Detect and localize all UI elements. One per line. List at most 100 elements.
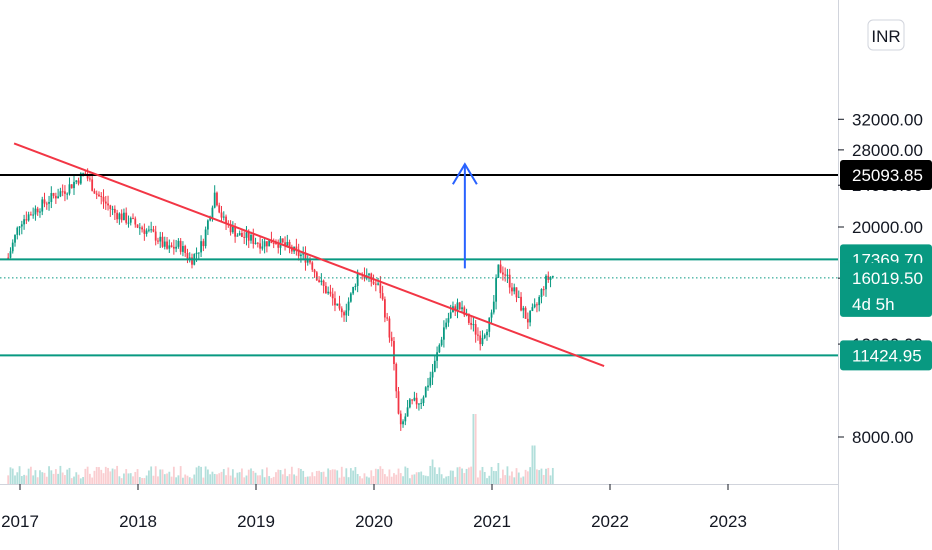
volume-bar: [120, 478, 123, 484]
candle-body: [59, 191, 62, 197]
volume-bar: [338, 477, 341, 484]
currency-badge-box[interactable]: [867, 19, 905, 51]
candle-body: [252, 234, 255, 244]
y-tick-label: 8000.00: [852, 428, 913, 447]
volume-bar: [495, 471, 497, 484]
candle-body: [447, 318, 450, 323]
price-tag: [840, 160, 932, 191]
candle-body: [454, 306, 457, 311]
candle-body: [234, 226, 237, 237]
candle-body: [27, 214, 30, 221]
candle-body: [411, 399, 414, 401]
candle-body: [551, 275, 554, 278]
volume-bar: [143, 478, 146, 484]
volume-bar: [79, 478, 82, 484]
volume-bar: [43, 472, 46, 484]
trendline[interactable]: [13, 142, 605, 368]
candle-body: [150, 229, 153, 231]
volume-bar: [82, 477, 84, 484]
volume-bar: [501, 469, 504, 484]
volume-bar: [211, 471, 214, 484]
candle-body: [36, 208, 39, 213]
volume-bar: [467, 467, 470, 484]
candle-body: [136, 224, 139, 228]
candle-body: [340, 308, 343, 313]
volume-bar: [492, 470, 495, 484]
candle-body: [204, 229, 207, 247]
candle-body: [147, 229, 150, 231]
volume-bar: [197, 465, 200, 484]
volume-bar: [479, 470, 482, 484]
volume-bar: [157, 476, 159, 484]
candle-body: [542, 289, 545, 291]
volume-bar: [324, 476, 327, 484]
candle-body: [304, 252, 307, 263]
currency-badge[interactable]: INR: [867, 19, 905, 51]
volume-bar: [361, 478, 364, 484]
candle-body: [100, 196, 103, 198]
volume-bar: [470, 466, 473, 484]
volume-bar: [390, 476, 393, 484]
candle-body: [107, 203, 109, 206]
candle-body: [61, 191, 64, 193]
volume-bar: [374, 468, 377, 484]
candle-body: [540, 289, 543, 298]
volume-bar: [404, 466, 407, 484]
candle-body: [277, 243, 280, 248]
candle-body: [238, 233, 241, 236]
volume-bar: [526, 471, 529, 484]
volume-bar: [125, 469, 128, 484]
volume-bar: [454, 476, 457, 484]
y-tick-label: 32000.00: [852, 110, 923, 129]
volume-bar: [136, 469, 139, 484]
volume-bar: [25, 475, 28, 484]
price-tag: [840, 340, 932, 371]
volume-bar: [286, 476, 289, 484]
candle-body: [390, 337, 393, 341]
candle-body: [470, 322, 473, 325]
volume-bar: [109, 471, 112, 484]
candle-body: [531, 307, 534, 311]
volume-bar: [145, 475, 148, 484]
volume-bar: [268, 476, 271, 484]
candle-body: [116, 212, 119, 220]
volume-bar: [250, 468, 252, 484]
candle-body: [213, 192, 216, 208]
candle-body: [334, 298, 336, 306]
arrow-head[interactable]: [452, 162, 478, 185]
volume-bar: [104, 466, 107, 484]
candle-body: [197, 252, 200, 254]
volume-bar: [300, 468, 302, 484]
candle-body: [9, 251, 12, 258]
volume-bar: [545, 468, 547, 484]
volume-bar: [465, 468, 468, 484]
y-tick-label: 20000.00: [852, 218, 923, 237]
volume-bar: [461, 468, 463, 484]
candle-body: [406, 407, 409, 417]
volume-bar: [447, 476, 450, 484]
candle-body: [343, 312, 345, 316]
volume-bar: [91, 477, 94, 484]
candle-body: [172, 246, 175, 249]
volume-bar: [127, 473, 130, 484]
candle-body: [467, 313, 470, 323]
volume-bar: [302, 470, 305, 484]
volume-bar: [383, 474, 386, 484]
currency-badge-label[interactable]: INR: [871, 27, 900, 46]
candle-body: [231, 226, 234, 233]
volume-bar: [168, 471, 171, 484]
candle-body: [474, 324, 477, 335]
volume-bar: [191, 478, 193, 484]
volume-bar: [14, 475, 16, 484]
candle-body: [191, 257, 193, 265]
volume-bar: [100, 469, 103, 484]
candle-body: [295, 246, 298, 250]
volume-bar: [349, 468, 352, 484]
volume-bar: [347, 477, 350, 484]
candle-body: [331, 293, 334, 299]
volume-bar: [529, 467, 532, 484]
candle-body: [393, 340, 395, 364]
volume-bar: [147, 470, 150, 484]
candle-body: [495, 277, 497, 302]
volume-bar: [236, 472, 239, 484]
